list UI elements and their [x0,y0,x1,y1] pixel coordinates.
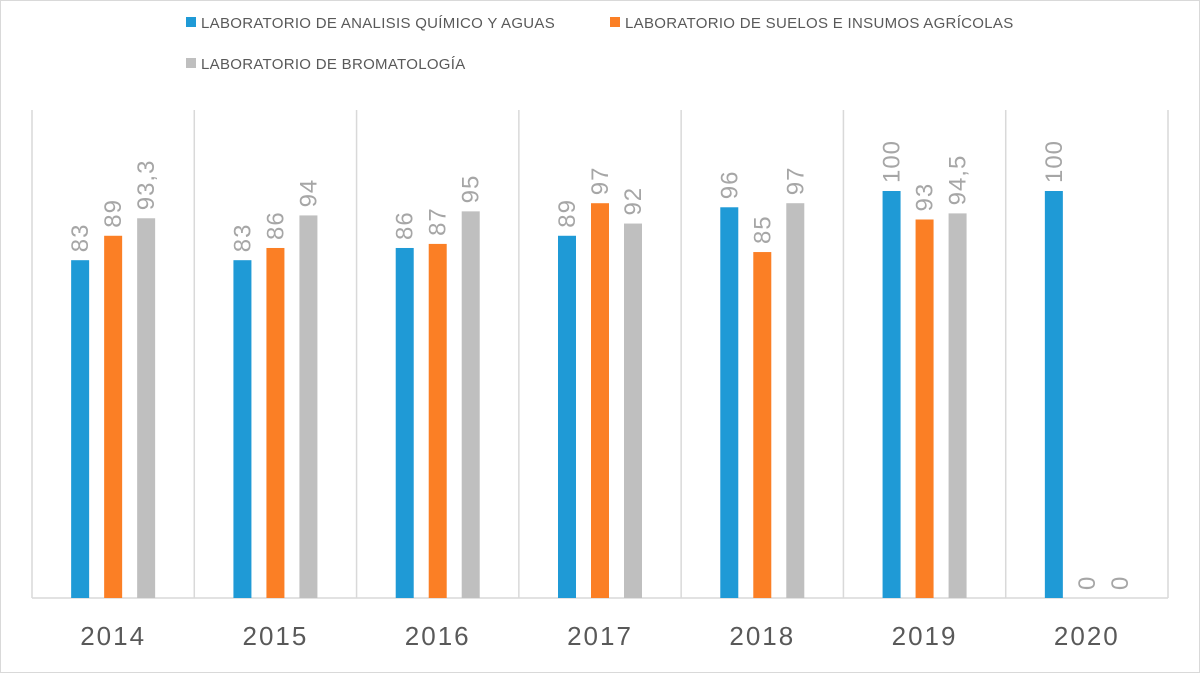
bar-series-3-2019 [948,213,967,598]
bar-series-3-2018 [786,203,805,598]
data-label-series-1-2014: 83 [67,223,94,252]
data-label-series-1-2015: 83 [229,223,256,252]
legend: LABORATORIO DE ANALISIS QUÍMICO Y AGUAS … [186,15,1014,73]
x-tick-label-2020: 2020 [1054,621,1120,651]
data-label-series-3-2014: 93,3 [133,160,160,211]
data-label-series-1-2019: 100 [879,140,906,183]
bar-series-1-2014 [71,260,90,598]
bar-series-1-2019 [882,191,901,598]
bar-series-1-2018 [720,207,739,598]
legend-label-series-1: LABORATORIO DE ANALISIS QUÍMICO Y AGUAS [201,15,555,32]
data-label-series-2-2014: 89 [100,199,127,228]
bar-series-3-2014 [137,218,156,599]
data-label-series-1-2020: 100 [1041,140,1068,183]
legend-label-series-3: LABORATORIO DE BROMATOLOGÍA [201,56,466,73]
legend-label-series-2: LABORATORIO DE SUELOS E INSUMOS AGRÍCOLA… [625,15,1014,32]
bar-series-2-2017 [591,203,609,598]
x-tick-label-2017: 2017 [567,621,633,651]
data-label-series-2-2020: 0 [1074,576,1101,590]
bar-series-2-2014 [104,235,123,598]
data-label-series-2-2018: 85 [749,215,776,244]
bar-series-1-2017 [558,235,576,598]
bar-series-1-2015 [233,260,252,598]
data-label-series-3-2016: 95 [458,175,485,204]
data-label-series-1-2016: 86 [392,211,419,240]
data-label-series-3-2017: 92 [620,187,647,216]
data-label-series-2-2015: 86 [262,211,289,240]
x-axis-tick-labels: 2014 2015 2016 2017 2018 2019 2020 [80,621,1120,651]
x-tick-label-2016: 2016 [405,621,471,651]
data-label-series-3-2020: 0 [1107,576,1134,590]
x-tick-label-2015: 2015 [243,621,309,651]
data-label-series-2-2017: 97 [587,167,614,196]
data-label-series-2-2016: 87 [425,207,452,236]
bar-series-3-2016 [461,211,480,598]
legend-swatch-series-3 [186,58,196,68]
bar-series-1-2016 [395,247,414,599]
x-tick-label-2019: 2019 [892,621,958,651]
data-label-series-3-2018: 97 [782,167,809,196]
bar-series-2-2016 [428,243,447,598]
legend-swatch-series-2 [610,17,620,27]
bar-series-2-2019 [915,219,934,599]
bar-series-2-2015 [266,247,285,599]
bar-series-3-2015 [299,215,318,599]
data-label-series-2-2019: 93 [912,183,939,212]
category-gridlines [31,110,1169,598]
data-label-series-1-2018: 96 [716,171,743,200]
legend-swatch-series-1 [186,17,196,27]
bar-series-1-2020 [1044,191,1063,598]
data-label-series-1-2017: 89 [554,199,581,228]
x-tick-label-2018: 2018 [729,621,795,651]
bar-series-3-2017 [624,223,642,598]
x-tick-label-2014: 2014 [80,621,146,651]
bars [71,191,1063,599]
data-label-series-3-2019: 94,5 [945,155,972,206]
bar-series-2-2018 [753,252,772,599]
data-label-series-3-2015: 94 [295,179,322,208]
